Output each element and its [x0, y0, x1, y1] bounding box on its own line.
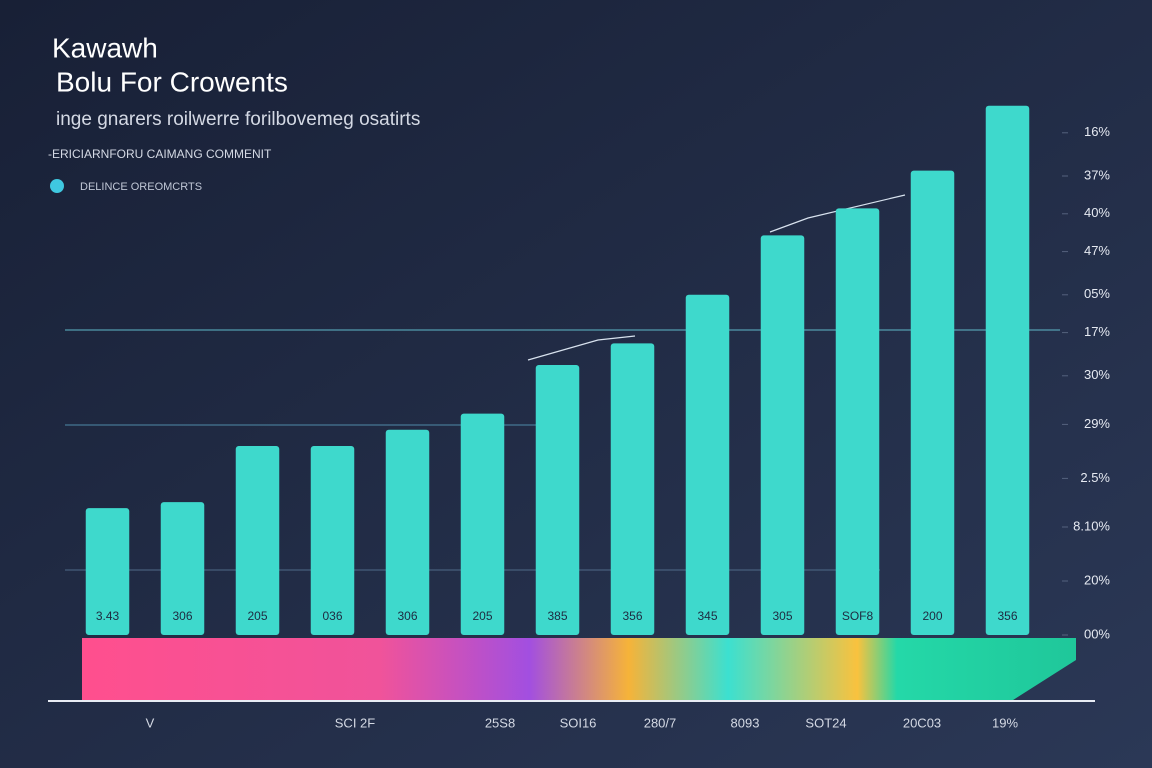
bar — [910, 170, 955, 635]
chart-title: Kawawh — [52, 32, 158, 63]
timeline-label: 19% — [992, 715, 1018, 730]
description: inge gnarers roilwerre forilbovemeg osat… — [56, 109, 420, 130]
y-tick-label: 2.5% — [1080, 470, 1110, 485]
bar — [460, 413, 505, 635]
x-tick-label: SOF8 — [842, 609, 874, 623]
x-tick-label: 205 — [472, 609, 492, 623]
x-tick-label: 305 — [772, 609, 792, 623]
timeline-label: 25S8 — [485, 715, 515, 730]
y-tick-label: 29% — [1084, 416, 1110, 431]
legend-label: DELINCE OREOMCRTS — [80, 181, 202, 193]
note: -ERICIARNFORU CAIMANG COMMENIT — [48, 147, 272, 161]
x-tick-label: 205 — [247, 609, 267, 623]
bar — [160, 502, 205, 635]
x-tick-label: 306 — [172, 609, 192, 623]
trend-line — [527, 335, 636, 361]
chart-subtitle: Bolu For Crowents — [56, 66, 288, 97]
y-tick-label: 40% — [1084, 205, 1110, 220]
x-tick-label: 3.43 — [96, 609, 120, 623]
x-tick-label: 306 — [397, 609, 417, 623]
timeline-label: SOT24 — [805, 715, 846, 730]
timeline-label: 8093 — [731, 715, 760, 730]
bar — [85, 508, 130, 635]
bar — [310, 446, 355, 635]
timeline-label: V — [146, 715, 155, 730]
bar — [835, 208, 880, 635]
x-tick-label: 356 — [997, 609, 1017, 623]
y-tick-label: 37% — [1084, 167, 1110, 182]
bar — [685, 294, 730, 635]
x-tick-label: 385 — [547, 609, 567, 623]
y-tick-label: 8.10% — [1073, 518, 1110, 533]
bar — [760, 235, 805, 635]
y-tick-label: 20% — [1084, 572, 1110, 587]
y-tick-label: 17% — [1084, 324, 1110, 339]
bar — [385, 429, 430, 635]
bar — [235, 446, 280, 635]
x-tick-label: 356 — [622, 609, 642, 623]
x-tick-label: 036 — [322, 609, 342, 623]
y-tick-label: 16% — [1084, 124, 1110, 139]
y-tick-label: 47% — [1084, 243, 1110, 258]
bar — [985, 105, 1030, 636]
x-tick-label: 200 — [922, 609, 942, 623]
timeline-label: SCI 2F — [335, 715, 376, 730]
bar — [535, 365, 580, 635]
ribbon — [82, 638, 1076, 702]
y-tick-label: 05% — [1084, 286, 1110, 301]
y-tick-label: 30% — [1084, 367, 1110, 382]
timeline-label: 20C03 — [903, 715, 941, 730]
timeline-label: SOI16 — [560, 715, 597, 730]
trend-line — [769, 194, 906, 233]
x-tick-label: 345 — [697, 609, 717, 623]
legend-swatch — [50, 179, 64, 193]
timeline-label: 280/7 — [644, 715, 677, 730]
bar — [610, 343, 655, 635]
y-tick-label: 00% — [1084, 626, 1110, 641]
